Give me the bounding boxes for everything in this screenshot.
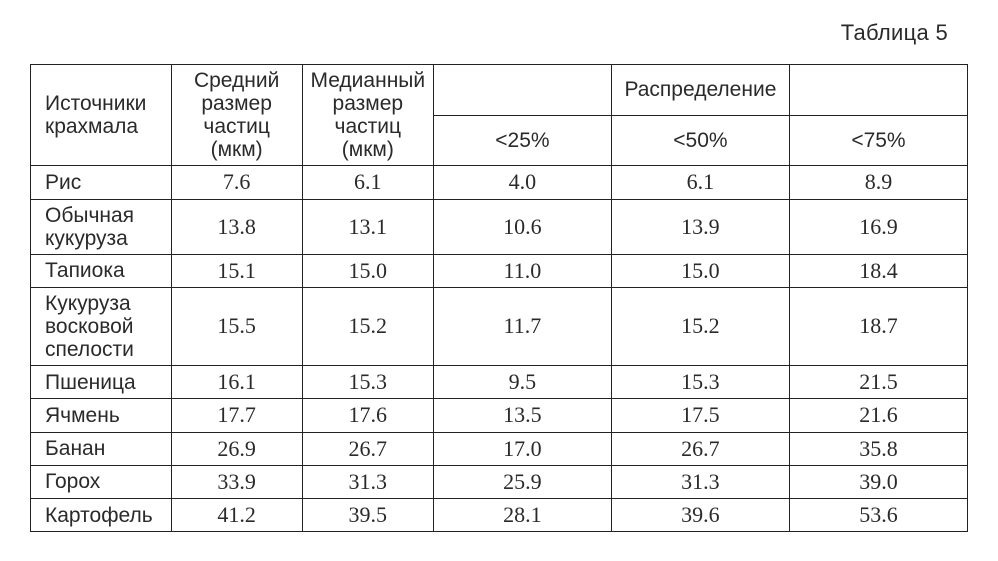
cell-source: Рис [31, 166, 172, 199]
cell-median: 15.0 [302, 254, 433, 287]
cell-median: 15.2 [302, 287, 433, 365]
cell-mean: 15.5 [171, 287, 302, 365]
cell-p50: 39.6 [611, 498, 789, 531]
cell-p25: 4.0 [433, 166, 611, 199]
col-header-mean: Средний размер частиц (мкм) [171, 65, 302, 166]
cell-median: 15.3 [302, 366, 433, 399]
cell-p50: 26.7 [611, 432, 789, 465]
col-header-median: Медианный размер частиц (мкм) [302, 65, 433, 166]
cell-p75: 16.9 [789, 199, 967, 254]
table-row: Пшеница16.115.39.515.321.5 [31, 366, 968, 399]
cell-source: Ячмень [31, 399, 172, 432]
cell-source: Горох [31, 465, 172, 498]
cell-p25: 13.5 [433, 399, 611, 432]
cell-source: Кукуруза восковой спелости [31, 287, 172, 365]
cell-p75: 21.6 [789, 399, 967, 432]
cell-source: Тапиока [31, 254, 172, 287]
cell-p50: 15.2 [611, 287, 789, 365]
cell-p50: 15.0 [611, 254, 789, 287]
cell-p50: 6.1 [611, 166, 789, 199]
cell-mean: 13.8 [171, 199, 302, 254]
cell-p25: 25.9 [433, 465, 611, 498]
cell-p75: 8.9 [789, 166, 967, 199]
cell-p25: 17.0 [433, 432, 611, 465]
cell-median: 39.5 [302, 498, 433, 531]
cell-p75: 39.0 [789, 465, 967, 498]
col-header-p25: <25% [433, 115, 611, 166]
cell-source: Банан [31, 432, 172, 465]
cell-median: 26.7 [302, 432, 433, 465]
cell-p50: 31.3 [611, 465, 789, 498]
cell-mean: 33.9 [171, 465, 302, 498]
starch-table: Источники крахмала Средний размер частиц… [30, 64, 968, 532]
cell-mean: 7.6 [171, 166, 302, 199]
cell-p75: 18.7 [789, 287, 967, 365]
col-header-distribution: Распределение [611, 65, 789, 116]
table-row: Рис7.66.14.06.18.9 [31, 166, 968, 199]
cell-p25: 28.1 [433, 498, 611, 531]
cell-source: Обычная кукуруза [31, 199, 172, 254]
table-row: Картофель41.239.528.139.653.6 [31, 498, 968, 531]
col-header-dist-blank-right [789, 65, 967, 116]
table-body: Рис7.66.14.06.18.9Обычная кукуруза13.813… [31, 166, 968, 532]
table-row: Кукуруза восковой спелости15.515.211.715… [31, 287, 968, 365]
cell-mean: 16.1 [171, 366, 302, 399]
cell-mean: 15.1 [171, 254, 302, 287]
cell-median: 13.1 [302, 199, 433, 254]
cell-median: 31.3 [302, 465, 433, 498]
table-row: Банан26.926.717.026.735.8 [31, 432, 968, 465]
cell-source: Картофель [31, 498, 172, 531]
cell-p50: 13.9 [611, 199, 789, 254]
cell-source: Пшеница [31, 366, 172, 399]
table-row: Тапиока15.115.011.015.018.4 [31, 254, 968, 287]
cell-p25: 10.6 [433, 199, 611, 254]
table-caption: Таблица 5 [30, 20, 948, 46]
table-header-row-1: Источники крахмала Средний размер частиц… [31, 65, 968, 116]
table-row: Горох33.931.325.931.339.0 [31, 465, 968, 498]
cell-p50: 17.5 [611, 399, 789, 432]
cell-p50: 15.3 [611, 366, 789, 399]
col-header-p50: <50% [611, 115, 789, 166]
table-row: Ячмень17.717.613.517.521.6 [31, 399, 968, 432]
cell-median: 6.1 [302, 166, 433, 199]
col-header-source: Источники крахмала [31, 65, 172, 166]
cell-p75: 18.4 [789, 254, 967, 287]
cell-mean: 26.9 [171, 432, 302, 465]
cell-mean: 17.7 [171, 399, 302, 432]
col-header-p75: <75% [789, 115, 967, 166]
cell-p25: 11.0 [433, 254, 611, 287]
cell-mean: 41.2 [171, 498, 302, 531]
table-row: Обычная кукуруза13.813.110.613.916.9 [31, 199, 968, 254]
cell-median: 17.6 [302, 399, 433, 432]
cell-p25: 11.7 [433, 287, 611, 365]
cell-p25: 9.5 [433, 366, 611, 399]
cell-p75: 21.5 [789, 366, 967, 399]
cell-p75: 53.6 [789, 498, 967, 531]
col-header-dist-blank-left [433, 65, 611, 116]
cell-p75: 35.8 [789, 432, 967, 465]
